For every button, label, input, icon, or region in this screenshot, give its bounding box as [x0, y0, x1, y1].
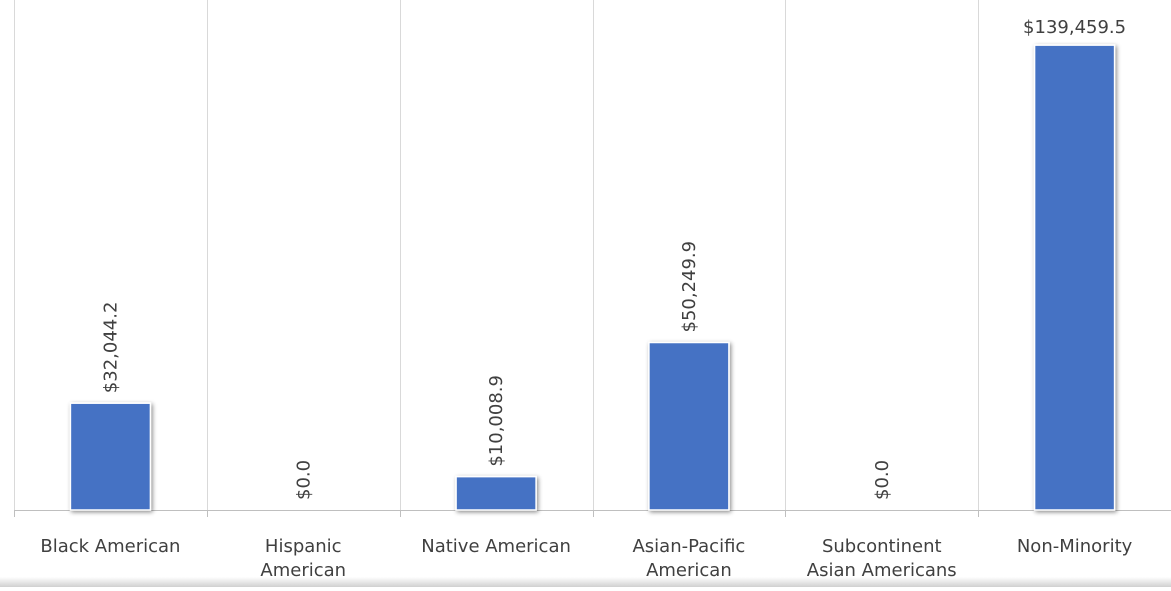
category-label: Non-Minority [1017, 536, 1133, 557]
category-label-line: Subcontinent [822, 536, 942, 557]
bar [69, 402, 152, 511]
bottom-edge-shadow [0, 577, 1171, 587]
bar [1033, 44, 1116, 511]
bar-layer [69, 44, 1116, 511]
data-label: $0.0 [293, 460, 314, 500]
data-label: $139,459.5 [1023, 17, 1126, 38]
category-label-line: Asian-Pacific [632, 536, 745, 557]
grid-layer [14, 0, 1171, 517]
data-label: $32,044.2 [100, 302, 121, 394]
category-label-line: American [260, 560, 346, 581]
category-label-line: Native American [421, 536, 571, 557]
category-label: Subcontinent Asian Americans [807, 536, 957, 581]
category-label-line: Asian Americans [807, 560, 957, 581]
category-label: Black American [40, 536, 180, 557]
data-label: $0.0 [872, 460, 893, 500]
category-label-line: American [646, 560, 732, 581]
category-label-line: Non-Minority [1017, 536, 1133, 557]
category-label-line: Black American [40, 536, 180, 557]
bar [455, 475, 537, 511]
category-label: Asian-Pacific American [632, 536, 745, 581]
data-label-layer: $32,044.2 $0.0 $10,008.9 $50,249.9 $0.0 $139,… [100, 17, 1126, 500]
bar [648, 341, 730, 511]
category-axis-labels: Black American Hispanic American Native Ame… [40, 536, 1132, 581]
category-label-line: Hispanic [265, 536, 342, 557]
data-label: $50,249.9 [679, 241, 700, 333]
data-label: $10,008.9 [486, 375, 507, 467]
category-label: Hispanic American [260, 536, 346, 581]
category-label: Native American [421, 536, 571, 557]
